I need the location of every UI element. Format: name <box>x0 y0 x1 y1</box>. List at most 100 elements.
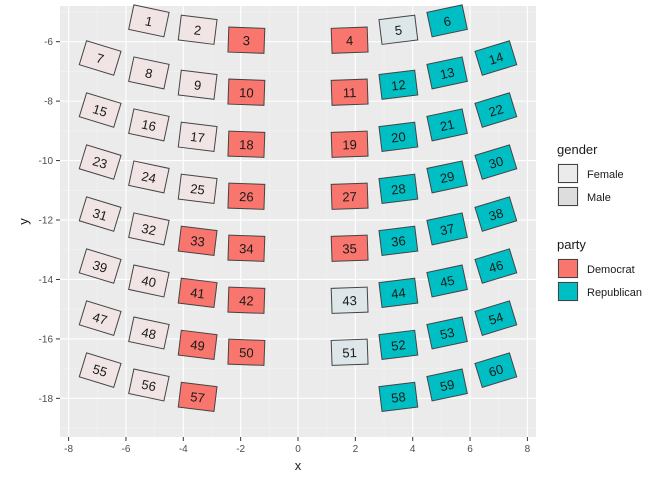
seat-label: 39 <box>91 257 109 276</box>
seat-label: 56 <box>140 377 157 395</box>
seat-box <box>426 264 468 298</box>
seat-label: 47 <box>91 309 109 328</box>
seat-label: 51 <box>342 345 357 360</box>
seat-label: 22 <box>487 101 505 120</box>
seat-box <box>426 212 468 246</box>
seat-40: 40 <box>128 264 170 298</box>
seat-28: 28 <box>378 173 419 204</box>
seat-box <box>426 368 468 402</box>
seat-box <box>330 338 369 366</box>
seat-box <box>177 69 218 100</box>
seat-42: 42 <box>227 286 266 314</box>
seat-box <box>128 108 170 142</box>
seat-26: 26 <box>227 182 266 210</box>
seat-48: 48 <box>128 316 170 350</box>
seat-label: 28 <box>390 181 406 198</box>
seat-10: 10 <box>227 78 266 106</box>
seat-box <box>128 160 170 194</box>
seat-2: 2 <box>177 14 218 45</box>
seat-box <box>78 248 122 284</box>
seat-label: 59 <box>439 377 456 395</box>
seat-label: 9 <box>193 77 202 93</box>
seat-label: 7 <box>94 50 105 66</box>
seat-label: 58 <box>390 389 406 406</box>
seat-label: 21 <box>439 117 456 135</box>
y-axis-title: y <box>16 218 31 225</box>
x-tick-label: 8 <box>525 444 531 455</box>
seat-box <box>378 173 419 204</box>
seat-box <box>426 56 468 90</box>
seat-label: 3 <box>242 33 250 48</box>
seat-label: 31 <box>91 205 109 224</box>
seat-box <box>227 234 266 262</box>
seat-59: 59 <box>426 368 468 402</box>
seat-35: 35 <box>330 234 369 262</box>
seat-55: 55 <box>78 352 122 388</box>
x-tick-label: 2 <box>353 444 359 455</box>
seat-36: 36 <box>378 225 419 256</box>
seat-label: 33 <box>189 233 205 250</box>
seat-6: 6 <box>426 4 468 38</box>
seat-58: 58 <box>378 381 419 413</box>
seat-box <box>378 69 419 100</box>
seat-label: 43 <box>342 293 357 308</box>
seat-label: 52 <box>390 337 406 354</box>
seat-box <box>177 14 218 45</box>
seat-5: 5 <box>378 14 419 45</box>
seat-label: 1 <box>144 13 154 29</box>
seat-box <box>474 92 518 128</box>
seat-box <box>227 338 266 366</box>
seat-box <box>128 4 170 38</box>
x-tick-label: 6 <box>467 444 473 455</box>
seat-15: 15 <box>78 92 122 128</box>
y-tick-label: -10 <box>39 156 54 167</box>
seat-label: 12 <box>390 77 406 94</box>
x-tick-label: -4 <box>179 444 188 455</box>
seat-box <box>330 26 369 54</box>
seat-54: 54 <box>474 300 518 336</box>
seat-box <box>426 108 468 142</box>
seat-50: 50 <box>227 338 266 366</box>
y-tick-label: -16 <box>39 334 54 345</box>
seat-label: 15 <box>91 101 109 120</box>
seat-label: 48 <box>140 325 157 343</box>
legend-key <box>558 187 578 206</box>
seat-1: 1 <box>128 4 170 38</box>
seat-33: 33 <box>177 225 218 256</box>
legend-title: party <box>557 237 586 252</box>
seat-38: 38 <box>474 196 518 232</box>
seat-37: 37 <box>426 212 468 246</box>
seat-3: 3 <box>227 26 266 54</box>
seat-box <box>330 130 369 158</box>
seat-11: 11 <box>330 78 369 106</box>
seat-47: 47 <box>78 300 122 336</box>
seat-label: 38 <box>487 205 505 224</box>
x-tick-label: -6 <box>121 444 130 455</box>
seat-box <box>378 225 419 256</box>
seat-19: 19 <box>330 130 369 158</box>
seat-17: 17 <box>177 121 218 152</box>
seat-label: 20 <box>390 129 406 146</box>
seat-box <box>378 381 419 413</box>
seat-8: 8 <box>128 56 170 90</box>
seat-label: 6 <box>442 13 452 29</box>
seat-box <box>378 329 419 361</box>
seat-14: 14 <box>474 40 518 76</box>
seat-label: 55 <box>91 361 109 380</box>
seat-box <box>78 40 122 76</box>
seat-box <box>78 92 122 128</box>
seat-box <box>474 248 518 284</box>
seat-box <box>78 196 122 232</box>
seat-label: 32 <box>140 221 157 239</box>
seat-43: 43 <box>330 286 369 314</box>
seat-label: 5 <box>394 22 403 38</box>
seat-box <box>426 160 468 194</box>
seat-box <box>78 144 122 180</box>
seat-box <box>128 212 170 246</box>
seat-18: 18 <box>227 130 266 158</box>
seat-46: 46 <box>474 248 518 284</box>
seat-box <box>177 225 218 256</box>
